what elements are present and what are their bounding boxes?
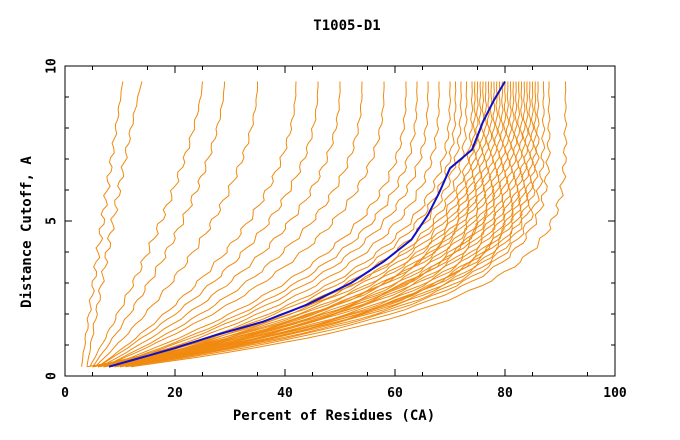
x-tick-label: 40: [277, 386, 293, 401]
y-tick-label: 5: [45, 217, 60, 225]
highlighted-curve: [108, 80, 506, 368]
y-axis-label: Distance Cutoff, A: [19, 156, 35, 308]
model-curve-31: [86, 81, 507, 368]
model-curve-4: [92, 81, 225, 367]
model-curve-35: [108, 81, 518, 368]
x-tick-label: 80: [497, 386, 513, 401]
y-axis-ticks: 0 5 10: [45, 58, 615, 380]
model-curve-24: [119, 81, 488, 368]
model-curve-16: [114, 81, 457, 368]
model-curve-1: [81, 81, 124, 367]
model-curve-5: [94, 81, 258, 368]
model-curve-14: [111, 81, 440, 368]
y-tick-label: 10: [45, 58, 60, 74]
model-curve-32: [92, 81, 510, 368]
x-axis-ticks: 0 20 40 60 80 100: [61, 66, 627, 401]
model-curve-43: [114, 81, 540, 368]
model-curve-12: [108, 81, 418, 368]
model-curve-20: [97, 81, 477, 368]
model-curve-44: [119, 81, 546, 368]
model-curve-29: [119, 81, 502, 368]
model-curve-45: [125, 81, 551, 368]
x-tick-label: 20: [167, 386, 183, 401]
model-curve-10: [103, 81, 385, 368]
model-curve-34: [103, 81, 515, 368]
model-curve-11: [106, 81, 407, 368]
model-curve-8: [100, 81, 341, 368]
highlight-curve-line: [108, 80, 506, 368]
model-curve-28: [114, 81, 499, 368]
x-tick-label: 0: [61, 386, 69, 401]
model-curve-9: [103, 81, 363, 368]
x-tick-label: 100: [603, 386, 627, 401]
model-curve-15: [114, 81, 452, 368]
model-curve-46: [130, 81, 568, 368]
y-tick-label: 0: [45, 372, 60, 380]
model-curve-13: [108, 81, 429, 368]
x-axis-label: Percent of Residues (CA): [233, 408, 435, 424]
chart-title: T1005-D1: [313, 18, 380, 34]
x-tick-label: 60: [387, 386, 403, 401]
model-curve-39: [92, 81, 529, 368]
model-curve-6: [97, 81, 297, 368]
model-curve-7: [97, 81, 319, 368]
model-curves: [81, 81, 568, 368]
model-curve-2: [86, 81, 143, 367]
model-curve-42: [108, 81, 538, 368]
model-curve-3: [89, 81, 203, 367]
